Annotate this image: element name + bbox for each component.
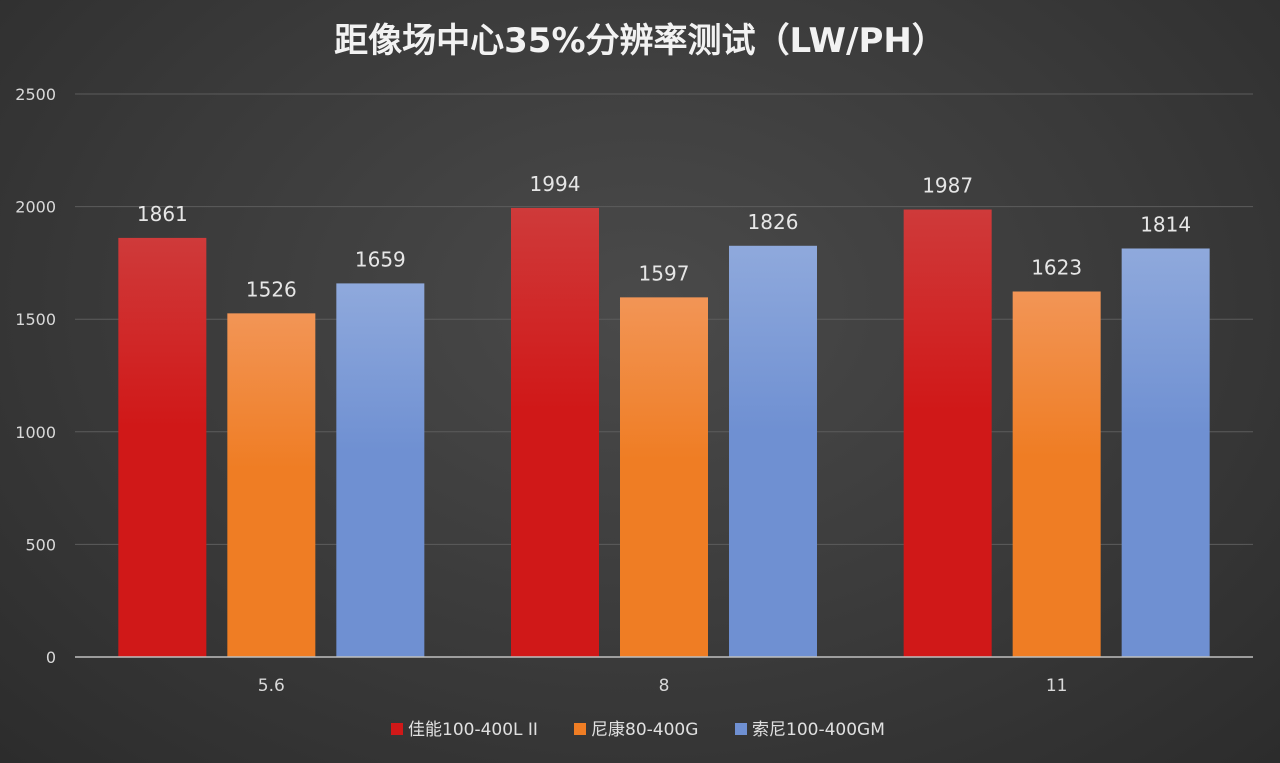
data-label: 1994	[530, 172, 581, 196]
x-tick-label: 11	[1046, 676, 1068, 696]
y-tick-label: 2000	[15, 198, 56, 217]
bar	[620, 297, 708, 657]
chart-title: 距像场中心35%分辨率测试（LW/PH）	[334, 21, 946, 61]
y-tick-label: 1500	[15, 310, 56, 329]
legend-swatch	[574, 723, 586, 735]
legend-swatch	[735, 723, 747, 735]
y-tick-label: 1000	[15, 423, 56, 442]
bar	[336, 283, 425, 657]
bar	[903, 209, 992, 658]
x-tick-label: 5.6	[258, 676, 285, 696]
bar	[1121, 248, 1210, 658]
data-label: 1597	[639, 261, 690, 285]
y-tick-label: 2500	[15, 85, 56, 104]
legend: 佳能100-400L II 尼康80-400G 索尼100-400GM	[391, 720, 885, 740]
bar	[729, 245, 817, 658]
data-label: 1623	[1031, 256, 1082, 280]
legend-label: 尼康80-400G	[591, 720, 698, 740]
data-labels: 1861 1526 1659 1994 1597 1826 1987 1623 1814	[137, 172, 1191, 301]
bar	[118, 237, 207, 657]
y-tick-label: 500	[25, 535, 56, 554]
data-label: 1826	[748, 210, 799, 234]
bar	[227, 313, 316, 657]
y-tick-label: 0	[46, 648, 56, 667]
x-axis-ticks: 5.6 8 11	[258, 676, 1068, 696]
data-label: 1814	[1140, 212, 1191, 236]
data-label: 1526	[246, 277, 297, 301]
x-tick-label: 8	[659, 676, 670, 696]
data-label: 1861	[137, 202, 188, 226]
y-axis-ticks: 0 500 1000 1500 2000 2500	[15, 85, 56, 667]
bar	[511, 207, 599, 657]
data-label: 1659	[355, 247, 406, 271]
bar	[1012, 291, 1101, 657]
legend-swatch	[391, 723, 403, 735]
legend-label: 佳能100-400L II	[408, 720, 538, 740]
data-label: 1987	[922, 174, 973, 198]
legend-label: 索尼100-400GM	[752, 720, 885, 740]
bars	[118, 207, 1210, 658]
